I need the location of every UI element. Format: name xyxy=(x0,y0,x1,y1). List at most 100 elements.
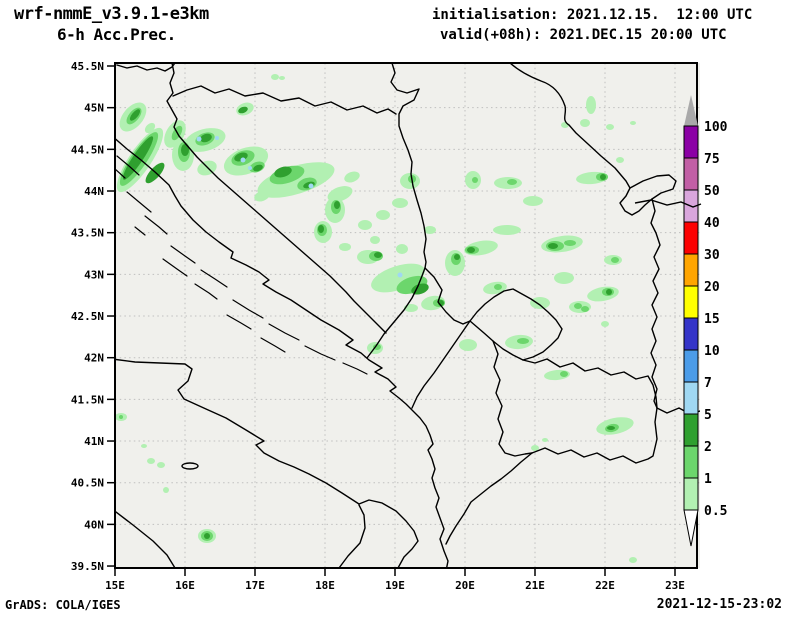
map-root: 45.5N 45N 44.5N 44N 43.5N 43N 42.5N 42N 41.5N 41N… xyxy=(71,60,700,592)
colorbar-segment xyxy=(683,413,699,447)
precip-cell xyxy=(339,243,351,251)
colorbar-segment xyxy=(683,317,699,351)
colorbar-over-arrow xyxy=(684,95,698,126)
precip-cell xyxy=(271,74,279,80)
lat-tick-label: 45N xyxy=(84,102,104,115)
precip-cell xyxy=(424,226,436,234)
lat-tick-label: 42.5N xyxy=(71,310,104,323)
precip-cell xyxy=(560,371,568,377)
precip-cell xyxy=(542,438,548,442)
colorbar-label: 2 xyxy=(704,440,712,455)
precip-cell xyxy=(607,426,615,430)
lat-tick-label: 41N xyxy=(84,435,104,448)
precip-cell xyxy=(376,210,390,220)
precip-cell xyxy=(141,444,147,448)
colorbar-segment xyxy=(683,285,699,319)
lat-tick-label: 40.5N xyxy=(71,477,104,490)
precip-cell xyxy=(147,458,155,464)
island-outline xyxy=(260,337,286,353)
precip-cell xyxy=(334,201,340,209)
lon-tick-label: 16E xyxy=(175,579,195,592)
precip-cell xyxy=(494,284,502,290)
valid-time-label: valid(+08h): 2021.DEC.15 20:00 UTC xyxy=(440,27,727,43)
country-border xyxy=(424,267,471,325)
lat-tick-label: 45.5N xyxy=(71,60,104,73)
precip-cell xyxy=(580,119,590,127)
precip-cell xyxy=(238,106,248,114)
precip-cell xyxy=(530,297,550,309)
colorbar-segment xyxy=(683,445,699,479)
colorbar-label: 20 xyxy=(704,280,720,295)
colorbar-label: 1 xyxy=(704,472,712,487)
precip-cell xyxy=(554,272,574,284)
island-outline xyxy=(115,168,126,179)
lat-tick-label: 43.5N xyxy=(71,227,104,240)
island-outline xyxy=(200,269,228,288)
precip-cell xyxy=(344,171,360,183)
lon-tick-label: 18E xyxy=(315,579,335,592)
axis-labels: 45.5N 45N 44.5N 44N 43.5N 43N 42.5N 42N 41.5N 41N… xyxy=(71,60,685,592)
colorbar-label: 100 xyxy=(704,120,728,135)
precip-cell xyxy=(531,445,539,451)
precip-cell xyxy=(279,76,285,80)
colorbar-label: 75 xyxy=(704,152,720,167)
precip-cell xyxy=(467,247,475,253)
island-outline xyxy=(181,462,199,470)
precip-cell xyxy=(374,252,382,258)
precip-cell xyxy=(215,136,219,140)
island-outline xyxy=(268,323,300,341)
colorbar-segment xyxy=(683,349,699,383)
country-border xyxy=(531,407,658,464)
country-border xyxy=(172,85,397,115)
precip-cell xyxy=(129,109,141,121)
precip-cell xyxy=(274,166,292,178)
precip-cell xyxy=(606,124,614,130)
island-outline xyxy=(342,362,368,375)
lon-tick-label: 15E xyxy=(105,579,125,592)
grads-credit: GrADS: COLA/IGES xyxy=(5,598,121,612)
precip-cell xyxy=(586,96,596,114)
precip-cell xyxy=(200,133,212,143)
country-border xyxy=(411,320,471,409)
precip-cell xyxy=(507,179,517,185)
precip-cell xyxy=(318,225,324,233)
country-border xyxy=(166,63,387,334)
precip-cell xyxy=(248,166,252,170)
precip-cell xyxy=(204,533,210,539)
precip-cell xyxy=(196,136,202,142)
colorbar-under-arrow xyxy=(683,509,699,547)
country-border xyxy=(650,198,700,415)
island-outline xyxy=(116,155,140,176)
plot-timestamp: 2021-12-15-23:02 xyxy=(656,597,782,612)
precip-cell xyxy=(370,236,380,244)
precip-cell xyxy=(181,144,189,156)
lon-tick-label: 21E xyxy=(525,579,545,592)
precip-cell xyxy=(601,321,609,327)
init-time-label: initialisation: 2021.12.15. 12:00 UTC xyxy=(432,7,753,23)
country-border xyxy=(634,199,702,208)
colorbar-label: 15 xyxy=(704,312,720,327)
product-name: 6-h Acc.Prec. xyxy=(57,25,176,44)
lat-tick-label: 39.5N xyxy=(71,560,104,573)
colorbar-label: 5 xyxy=(704,408,712,423)
colorbar-segment xyxy=(683,125,699,159)
coastline xyxy=(338,504,366,568)
colorbar-label: 50 xyxy=(704,184,720,199)
country-border xyxy=(522,358,658,409)
lon-tick-label: 19E xyxy=(385,579,405,592)
country-border xyxy=(509,63,653,216)
island-outline xyxy=(304,345,336,361)
island-outline xyxy=(194,283,218,300)
precip-cell xyxy=(548,243,558,249)
colorbar-segment xyxy=(683,157,699,191)
precip-cell xyxy=(564,240,576,246)
precip-cell xyxy=(257,162,335,198)
island-outline xyxy=(162,258,188,277)
colorbar-segment xyxy=(683,477,699,511)
precip-cell xyxy=(472,177,478,183)
precip-cell xyxy=(396,244,408,254)
precip-cell xyxy=(392,198,408,208)
precip-cell xyxy=(523,196,543,206)
country-border xyxy=(366,267,426,359)
